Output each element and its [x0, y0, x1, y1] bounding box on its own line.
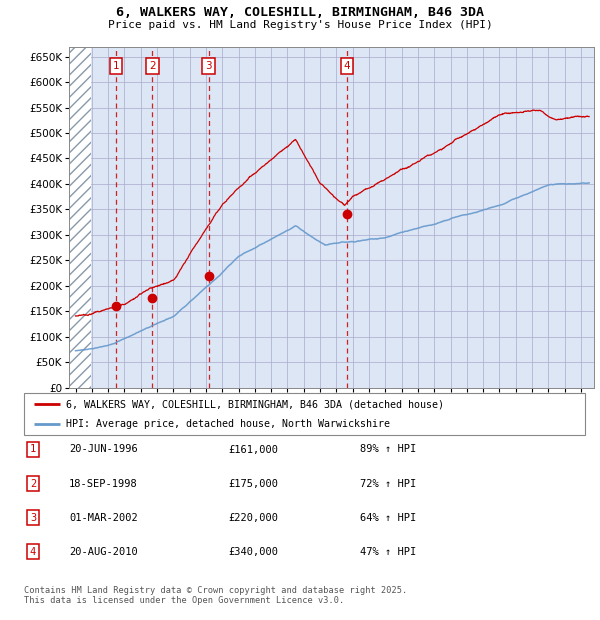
Text: 18-SEP-1998: 18-SEP-1998 — [69, 479, 138, 489]
Text: £161,000: £161,000 — [228, 445, 278, 454]
Text: 20-JUN-1996: 20-JUN-1996 — [69, 445, 138, 454]
Text: 72% ↑ HPI: 72% ↑ HPI — [360, 479, 416, 489]
Text: HPI: Average price, detached house, North Warwickshire: HPI: Average price, detached house, Nort… — [66, 419, 390, 429]
Text: 4: 4 — [344, 61, 350, 71]
Text: 2: 2 — [149, 61, 156, 71]
Text: 47% ↑ HPI: 47% ↑ HPI — [360, 547, 416, 557]
Text: Price paid vs. HM Land Registry's House Price Index (HPI): Price paid vs. HM Land Registry's House … — [107, 20, 493, 30]
Text: £220,000: £220,000 — [228, 513, 278, 523]
Text: £340,000: £340,000 — [228, 547, 278, 557]
Text: 89% ↑ HPI: 89% ↑ HPI — [360, 445, 416, 454]
Text: 6, WALKERS WAY, COLESHILL, BIRMINGHAM, B46 3DA (detached house): 6, WALKERS WAY, COLESHILL, BIRMINGHAM, B… — [66, 399, 444, 409]
Text: 2: 2 — [30, 479, 36, 489]
Text: 1: 1 — [112, 61, 119, 71]
Text: 20-AUG-2010: 20-AUG-2010 — [69, 547, 138, 557]
Text: 4: 4 — [30, 547, 36, 557]
Text: 6, WALKERS WAY, COLESHILL, BIRMINGHAM, B46 3DA: 6, WALKERS WAY, COLESHILL, BIRMINGHAM, B… — [116, 6, 484, 19]
Text: £175,000: £175,000 — [228, 479, 278, 489]
Bar — [69, 46, 91, 388]
Text: 1: 1 — [30, 445, 36, 454]
Text: 3: 3 — [205, 61, 212, 71]
Text: 64% ↑ HPI: 64% ↑ HPI — [360, 513, 416, 523]
Text: 01-MAR-2002: 01-MAR-2002 — [69, 513, 138, 523]
Text: Contains HM Land Registry data © Crown copyright and database right 2025.
This d: Contains HM Land Registry data © Crown c… — [24, 586, 407, 605]
Text: 3: 3 — [30, 513, 36, 523]
